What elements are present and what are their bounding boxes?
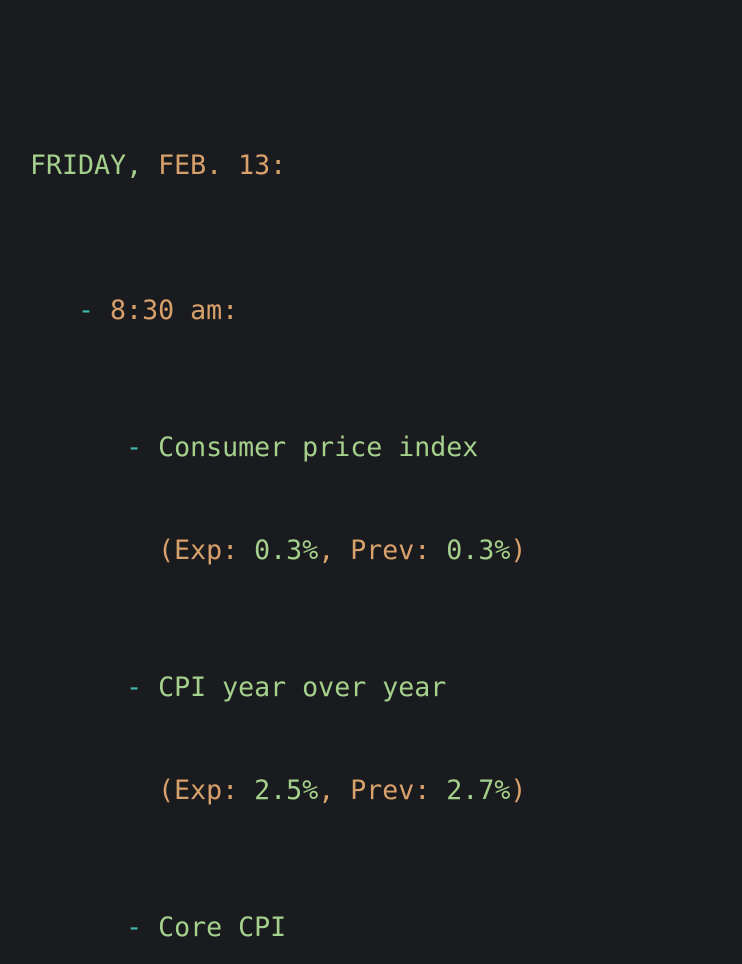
- terminal-output: FRIDAY, FEB. 13: -8:30 am: - Consumer pric…: [30, 46, 526, 964]
- exp-value: 2.5%: [254, 775, 319, 807]
- date-heading-date: FEB. 13:: [158, 149, 287, 181]
- date-heading: FRIDAY, FEB. 13:: [30, 149, 526, 183]
- event-row: - Core CPI: [30, 911, 526, 945]
- prev-value: 2.7%: [446, 775, 511, 807]
- close-paren: ): [510, 535, 527, 567]
- date-heading-day: FRIDAY,: [30, 149, 143, 181]
- time-row: -8:30 am:: [30, 294, 526, 328]
- event-row: - CPI year over year: [30, 671, 526, 705]
- prev-value: 0.3%: [446, 535, 511, 567]
- event-name: CPI year over year: [158, 672, 447, 704]
- exp-label: (Exp:: [158, 775, 255, 807]
- exp-label: (Exp:: [158, 535, 255, 567]
- event-values-row: (Exp: 2.5%, Prev: 2.7%): [30, 774, 526, 808]
- event-name: Core CPI: [158, 912, 287, 944]
- bullet-dash-icon: -: [78, 295, 95, 327]
- close-paren: ): [510, 775, 527, 807]
- event-name: Consumer price index: [158, 432, 479, 464]
- bullet-dash-icon: -: [126, 432, 143, 464]
- bullet-dash-icon: -: [126, 912, 143, 944]
- event-values-row: (Exp: 0.3%, Prev: 0.3%): [30, 534, 526, 568]
- bullet-dash-icon: -: [126, 672, 143, 704]
- exp-value: 0.3%: [254, 535, 319, 567]
- prev-label: , Prev:: [318, 535, 447, 567]
- time-label: 8:30 am:: [110, 295, 239, 327]
- event-row: - Consumer price index: [30, 431, 526, 465]
- prev-label: , Prev:: [318, 775, 447, 807]
